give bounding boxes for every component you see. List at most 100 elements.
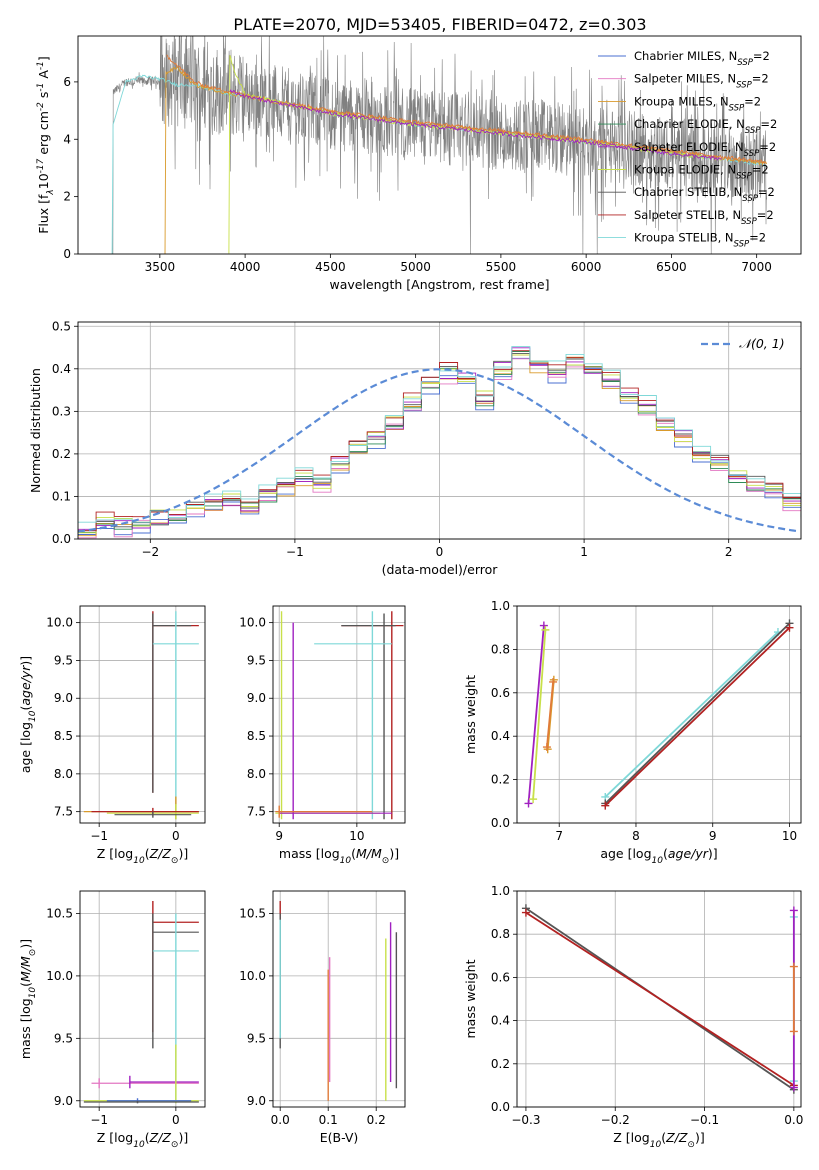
figure-title: PLATE=2070, MJD=53405, FIBERID=0472, z=0… (233, 15, 646, 34)
y-tick-label: 0.2 (52, 447, 71, 461)
plot-area (111, 36, 768, 254)
x-tick-label: 4000 (230, 260, 261, 274)
residual-histogram (78, 354, 801, 537)
y-tick-label: 0.6 (491, 686, 510, 700)
legend-entry: Chabrier STELIB, NSSP=2 (634, 185, 775, 204)
x-tick-label: −1 (286, 545, 304, 559)
plot-area (524, 619, 794, 810)
residual-histogram (78, 350, 801, 532)
axes-frame (77, 321, 802, 540)
y-tick-label: 0.6 (491, 970, 510, 984)
legend-entry: Salpeter MILES, NSSP=2 (634, 72, 769, 91)
x-axis-label: mass [log10(M/M⊙)] (279, 846, 399, 866)
weight-line (546, 681, 554, 748)
y-tick-label: 8.5 (247, 729, 266, 743)
y-tick-label: 7.5 (247, 805, 266, 819)
x-axis-label: E(B-V) (320, 1130, 359, 1145)
x-axis-label: age [log10(age/yr)] (600, 846, 717, 866)
y-tick-label: 9.5 (54, 1031, 73, 1045)
x-axis-label: wavelength [Angstrom, rest frame] (329, 277, 549, 292)
y-tick-label: 0.4 (491, 729, 510, 743)
x-tick-label: 2 (725, 545, 733, 559)
y-tick-label: 9.5 (247, 653, 266, 667)
x-tick-label: −0.2 (601, 1113, 630, 1127)
x-tick-label: 8 (632, 829, 640, 843)
data-point-marker (785, 623, 794, 632)
y-axis-label: Normed distribution (28, 368, 43, 493)
y-tick-label: 0.2 (491, 1057, 510, 1071)
chart-mass-age: 9 10 7.5 8.0 8.5 9.0 9.5 10.0 mass [log10(M/M⊙)] (239, 605, 406, 866)
x-tick-label: −2 (141, 545, 159, 559)
legend-entry: Kroupa ELODIE, NSSP=2 (634, 163, 769, 182)
residual-histogram (78, 358, 801, 539)
data-point-marker (549, 677, 558, 686)
data-point-marker (789, 906, 798, 915)
axes-frame (272, 605, 406, 824)
x-tick-label: 6000 (571, 260, 602, 274)
y-tick-label: 0.1 (52, 489, 71, 503)
y-tick-label: 9.5 (247, 1031, 266, 1045)
y-tick-label: 1.0 (491, 884, 510, 898)
y-tick-label: 10.0 (239, 969, 266, 983)
x-tick-label: 4500 (315, 260, 346, 274)
weight-line (604, 622, 791, 805)
plot-area (78, 346, 801, 539)
axes-frame (79, 605, 206, 824)
axes-frame (516, 890, 802, 1108)
weight-line (525, 911, 795, 1087)
y-tick-label: 0.8 (491, 927, 510, 941)
y-tick-label: 0 (63, 247, 71, 261)
x-tick-label: −1 (90, 1113, 108, 1127)
x-tick-label: −0.1 (690, 1113, 719, 1127)
chart-z-weight: −0.3 −0.2 −0.1 0.0 0.0 0.2 0.4 0.6 0.8 1.0 Z [log1… (463, 884, 803, 1150)
x-axis-label: Z [log10(Z/Z⊙)] (97, 1130, 188, 1150)
y-tick-label: 6 (63, 75, 71, 89)
y-tick-label: 0.2 (491, 773, 510, 787)
y-tick-label: 8.0 (247, 767, 266, 781)
weight-line (532, 629, 547, 800)
data-point-marker (524, 799, 533, 808)
x-tick-label: 5500 (486, 260, 517, 274)
legend-entry: Salpeter STELIB, NSSP=2 (634, 208, 774, 227)
x-tick-label: 0 (172, 1113, 180, 1127)
x-tick-label: 6500 (656, 260, 687, 274)
x-axis-label: (data-model)/error (382, 562, 499, 577)
plot-area (83, 611, 199, 820)
x-tick-label: 0.0 (271, 1113, 290, 1127)
residual-histogram (78, 357, 801, 536)
data-point-marker (541, 625, 550, 634)
y-axis-label: age [log10(age/yr)] (18, 656, 38, 773)
x-tick-label: 0.2 (367, 1113, 386, 1127)
x-tick-label: 7000 (741, 260, 772, 274)
data-point-marker (789, 962, 798, 971)
y-tick-label: 0.4 (52, 362, 71, 376)
x-tick-label: 5000 (400, 260, 431, 274)
y-tick-label: 9.5 (54, 653, 73, 667)
x-tick-label: 1 (580, 545, 588, 559)
legend-entry: Chabrier MILES, NSSP=2 (634, 49, 770, 68)
y-tick-label: 9.0 (54, 1094, 73, 1108)
y-tick-label: 10.0 (46, 616, 73, 630)
legend-entry: Kroupa STELIB, NSSP=2 (634, 231, 766, 250)
x-tick-label: 0.1 (319, 1113, 338, 1127)
y-axis-label: mass weight (463, 675, 478, 754)
y-tick-label: 4 (63, 132, 71, 146)
y-tick-label: 10.0 (46, 969, 73, 983)
axes-frame (77, 35, 802, 255)
data-point-marker (789, 1027, 798, 1036)
x-tick-label: −0.3 (511, 1113, 540, 1127)
chart-ebv-mass: 0.0 0.1 0.2 9.0 9.5 10.0 10.5 E(B-V) (239, 890, 406, 1145)
y-tick-label: 0.8 (491, 642, 510, 656)
chart-spectrum: 3500 4000 4500 5000 5500 6000 6500 7000 0 2 4 6 wave… (36, 35, 802, 292)
y-tick-label: 10.5 (239, 906, 266, 920)
y-axis-label: mass weight (463, 959, 478, 1038)
x-tick-label: −1 (90, 829, 108, 843)
weight-line (604, 627, 791, 807)
data-point-marker (521, 908, 530, 917)
legend-entry: 𝒩(0, 1) (739, 336, 785, 351)
weight-line (527, 625, 545, 804)
model-spectrum-line (229, 88, 722, 161)
y-tick-label: 7.5 (54, 805, 73, 819)
legend-entry: Chabrier ELODIE, NSSP=2 (634, 117, 777, 136)
